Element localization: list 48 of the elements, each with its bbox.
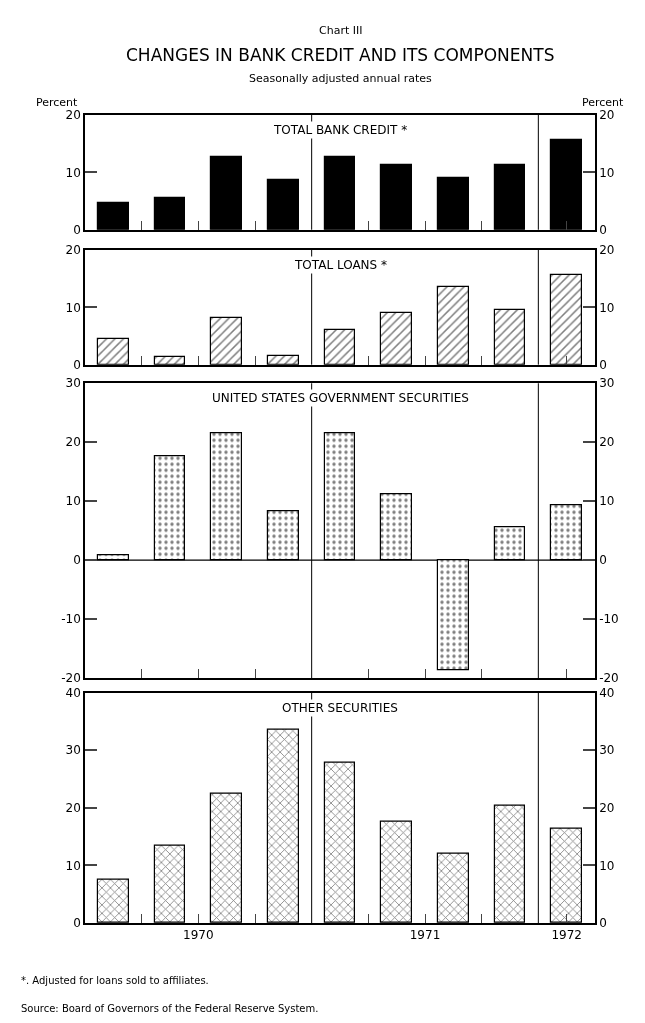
y-tick-label: 20 — [65, 243, 81, 258]
y-tick-label: -20 — [61, 671, 81, 686]
y2-tick-label: 10 — [599, 165, 615, 180]
y-tick-label: 40 — [65, 685, 81, 700]
y2-tick-label: 20 — [599, 435, 615, 450]
y-tick-label: 10 — [65, 858, 81, 873]
y2-axis-title: Percent — [582, 96, 625, 109]
text: TOTAL LOANS * — [294, 258, 387, 272]
y-tick-label: 10 — [65, 494, 81, 509]
y2-tick-label: 30 — [599, 376, 615, 391]
text: OTHER SECURITIES — [282, 701, 398, 715]
y-tick-label: 30 — [65, 743, 81, 758]
y2-tick-label: -10 — [599, 612, 619, 627]
y2-tick-label: 20 — [599, 801, 615, 816]
y2-tick-label: -20 — [599, 671, 619, 686]
y2-tick-label: 10 — [599, 300, 615, 315]
x-tick-label: 1971 — [409, 928, 441, 943]
y-tick-label: 0 — [73, 357, 81, 372]
y-tick-label: 20 — [65, 801, 81, 816]
y-tick-label: 20 — [65, 108, 81, 123]
y2-tick-label: 0 — [599, 553, 607, 568]
y2-tick-label: 30 — [599, 743, 615, 758]
y-tick-label: 0 — [73, 916, 81, 931]
text: Seasonally adjusted annual rates — [249, 72, 433, 85]
y2-tick-label: 40 — [599, 685, 615, 700]
y-tick-label: -10 — [61, 612, 81, 627]
y2-tick-label: 20 — [599, 108, 615, 123]
y-tick-label: 0 — [73, 222, 81, 237]
y2-tick-label: 10 — [599, 858, 615, 873]
y2-tick-label: 0 — [599, 222, 607, 237]
y2-tick-label: 20 — [599, 243, 615, 258]
x-tick-label: 1970 — [183, 928, 214, 943]
text: CHANGES IN BANK CREDIT AND ITS COMPONENTS — [126, 45, 555, 65]
text: Chart III — [319, 24, 363, 37]
y2-tick-label: 10 — [599, 494, 615, 509]
text: UNITED STATES GOVERNMENT SECURITIES — [212, 391, 469, 405]
y-tick-label: 10 — [65, 300, 81, 315]
y-tick-label: 0 — [73, 553, 81, 568]
y-tick-label: 10 — [65, 165, 81, 180]
y-axis-title: Percent — [36, 96, 79, 109]
text: TOTAL BANK CREDIT * — [273, 123, 408, 137]
x-tick-label: 1972 — [551, 928, 582, 943]
y2-tick-label: 0 — [599, 916, 607, 931]
y2-tick-label: 0 — [599, 357, 607, 372]
y-tick-label: 20 — [65, 435, 81, 450]
source-note: Source: Board of Governors of the Federal Reserve System. — [21, 1003, 319, 1014]
text: *. Adjusted for loans sold to affiliates. — [21, 975, 209, 986]
y-tick-label: 30 — [65, 376, 81, 391]
